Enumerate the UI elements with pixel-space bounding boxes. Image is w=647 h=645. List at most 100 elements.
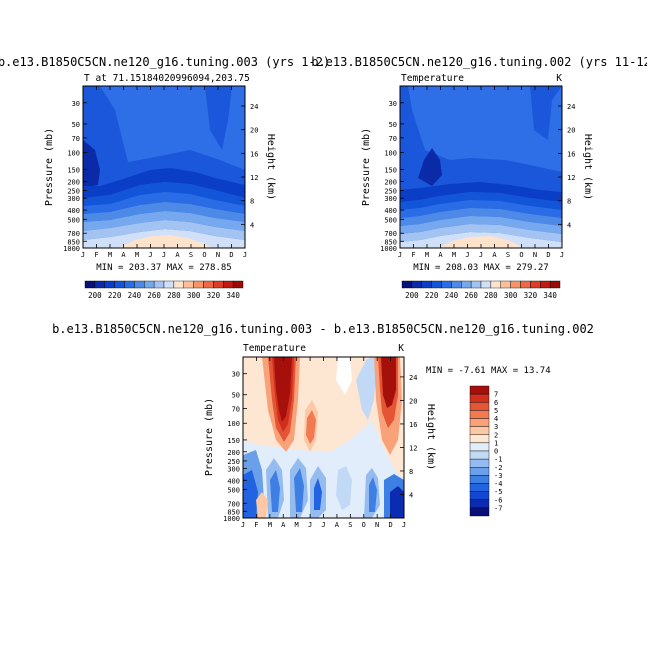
x-tick-label: N xyxy=(216,251,220,259)
y-tick-label: 50 xyxy=(389,121,397,129)
min-max-stats: MIN = 203.37 MAX = 278.85 xyxy=(96,263,231,273)
x-tick-label: J xyxy=(241,521,245,529)
y-right-tick-label: 4 xyxy=(250,221,254,229)
x-tick-label: O xyxy=(519,251,523,259)
colorbar-swatch xyxy=(232,280,244,289)
contour-band xyxy=(356,357,378,420)
colorbar-label: -4 xyxy=(494,480,502,488)
y-right-tick-label: 24 xyxy=(250,103,258,111)
contour-band xyxy=(400,208,562,226)
colorbar-swatch xyxy=(411,280,422,289)
colorbar-label: -1 xyxy=(494,456,502,464)
colorbar-label: 280 xyxy=(484,291,498,300)
colorbar-label: 220 xyxy=(108,291,122,300)
y-tick-label: 70 xyxy=(389,135,397,143)
y-right-tick-label: 8 xyxy=(409,468,413,476)
contour-band xyxy=(400,182,562,202)
x-tick-label: J xyxy=(243,251,247,259)
y-tick-label: 30 xyxy=(232,371,240,379)
y-tick-label: 700 xyxy=(67,230,80,238)
x-tick-label: M xyxy=(295,521,299,529)
x-tick-label: A xyxy=(281,521,286,529)
y-tick-label: 30 xyxy=(72,100,80,108)
contour-band xyxy=(243,470,258,518)
contour-band xyxy=(83,202,245,222)
contour-band xyxy=(438,236,524,248)
panel-title: b.e13.B1850C5CN.ne120_g16.tuning.003 (yr… xyxy=(0,55,330,69)
colorbar-swatch xyxy=(461,280,472,289)
colorbar-swatch xyxy=(469,467,490,476)
x-tick-label: F xyxy=(94,251,98,259)
y-tick-label: 400 xyxy=(227,477,240,485)
colorbar-swatch xyxy=(469,491,490,500)
x-tick-label: M xyxy=(425,251,429,259)
x-tick-label: A xyxy=(492,251,497,259)
panel-subtitle-right: K xyxy=(556,73,562,84)
contour-band xyxy=(418,148,442,186)
contour-band xyxy=(400,224,562,242)
colorbar-swatch xyxy=(469,385,490,395)
colorbar-swatch xyxy=(469,483,490,492)
colorbar-swatch xyxy=(114,280,125,289)
y-right-tick-label: 4 xyxy=(409,491,413,499)
panel-subtitle-left: T at 71.15184020996094,203.75 xyxy=(84,73,250,84)
colorbar-label: 260 xyxy=(464,291,478,300)
colorbar-label: -6 xyxy=(494,496,502,504)
colorbar-label: 3 xyxy=(494,423,498,431)
colorbar-label: 300 xyxy=(504,291,518,300)
colorbar-label: 0 xyxy=(494,448,498,456)
y-tick-label: 150 xyxy=(227,437,240,445)
x-tick-label: A xyxy=(175,251,180,259)
colorbar-label: 6 xyxy=(494,399,498,407)
colorbar-swatch xyxy=(144,280,155,289)
x-tick-label: M xyxy=(108,251,112,259)
min-max-stats: MIN = -7.61 MAX = 13.74 xyxy=(426,366,551,376)
colorbar-swatch xyxy=(469,426,490,435)
y-tick-label: 400 xyxy=(67,207,80,215)
x-tick-label: D xyxy=(229,251,233,259)
y-tick-label: 100 xyxy=(67,150,80,158)
colorbar-label: 340 xyxy=(543,291,557,300)
colorbar-swatch xyxy=(480,280,492,289)
x-tick-label: J xyxy=(81,251,85,259)
x-tick-label: D xyxy=(388,521,392,529)
contour-band xyxy=(314,478,322,510)
y-right-tick-label: 12 xyxy=(409,444,417,452)
y-right-tick-label: 8 xyxy=(567,198,571,206)
y-right-axis-label: Height (km) xyxy=(265,134,276,200)
colorbar-swatch xyxy=(520,280,531,289)
colorbar-swatch xyxy=(421,280,432,289)
contour-field xyxy=(243,357,404,518)
panel-subtitle-left: Temperature xyxy=(401,73,464,84)
colorbar-label: 240 xyxy=(128,291,142,300)
y-right-tick-label: 12 xyxy=(250,174,258,182)
contour-band xyxy=(83,211,245,231)
x-tick-label: J xyxy=(479,251,483,259)
y-right-axis-ticks: 24 20 16 12 8 4 xyxy=(558,103,575,229)
colorbar-label: 2 xyxy=(494,431,498,439)
y-tick-label: 700 xyxy=(384,230,397,238)
y-right-axis-label: Height (km) xyxy=(582,134,593,200)
colorbar-label: 340 xyxy=(226,291,240,300)
colorbar-swatch xyxy=(183,280,194,289)
y-axis-label: Pressure (mb) xyxy=(44,128,55,206)
colorbar: 200 220 240 260 280 300 320 340 xyxy=(84,280,244,300)
colorbar-swatch xyxy=(490,280,501,289)
colorbar-swatch xyxy=(193,280,204,289)
colorbar-label: 280 xyxy=(167,291,181,300)
panel-top-left: b.e13.B1850C5CN.ne120_g16.tuning.003 (yr… xyxy=(0,55,330,300)
colorbar-label: 300 xyxy=(187,291,201,300)
colorbar-label: 240 xyxy=(445,291,459,300)
colorbar-swatch xyxy=(469,410,490,419)
colorbar-swatch xyxy=(549,280,561,289)
x-tick-label: J xyxy=(465,251,469,259)
y-tick-label: 850 xyxy=(384,238,397,246)
x-tick-label: J xyxy=(402,521,406,529)
panel-top-right: b.e13.B1850C5CN.ne120_g16.tuning.002 (yr… xyxy=(311,55,647,300)
colorbar-swatch xyxy=(469,475,490,484)
x-tick-label: J xyxy=(398,251,402,259)
y-right-tick-label: 4 xyxy=(567,221,571,229)
colorbar-swatch xyxy=(153,280,165,289)
